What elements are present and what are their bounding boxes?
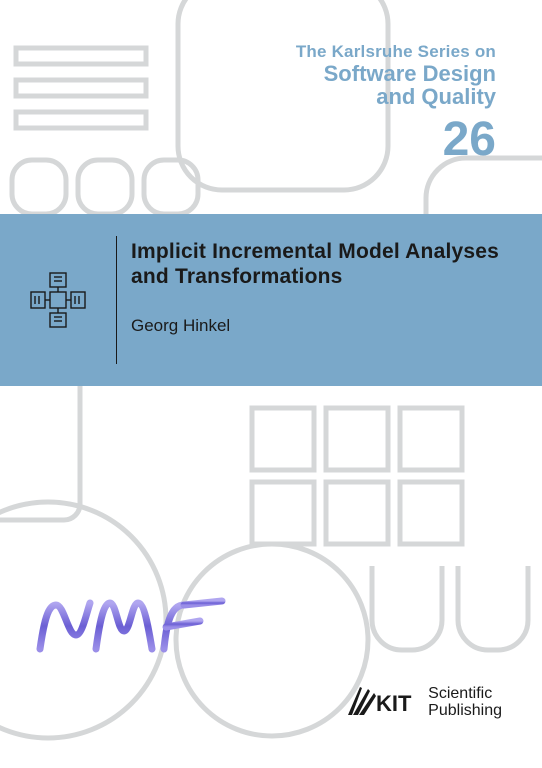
publisher-line1: Scientific <box>428 685 502 703</box>
title-band: Implicit Incremental Model Analyses and … <box>0 214 542 386</box>
publisher-line2: Publishing <box>428 702 502 720</box>
title-text-cell: Implicit Incremental Model Analyses and … <box>117 214 542 386</box>
series-header: The Karlsruhe Series on Software Design … <box>296 42 496 167</box>
kit-logo-icon: KIT <box>346 685 418 719</box>
publisher-block: KIT Scientific Publishing <box>346 685 502 720</box>
book-title: Implicit Incremental Model Analyses and … <box>131 240 524 290</box>
author-name: Georg Hinkel <box>131 316 524 336</box>
nmf-logo <box>34 591 234 668</box>
series-line1: The Karlsruhe Series on <box>296 42 496 62</box>
svg-text:KIT: KIT <box>376 691 412 716</box>
diagram-cross-icon <box>25 267 91 333</box>
series-volume-number: 26 <box>296 114 496 167</box>
series-line2: Software Design <box>296 62 496 85</box>
publisher-text: Scientific Publishing <box>428 685 502 720</box>
title-band-icon-cell <box>0 214 116 386</box>
series-line3: and Quality <box>296 85 496 108</box>
